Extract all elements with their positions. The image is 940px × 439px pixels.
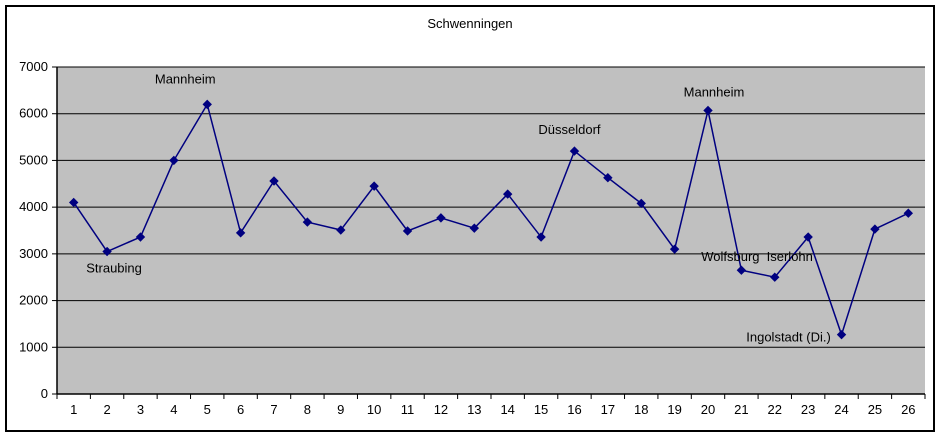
data-point-marker — [502, 189, 513, 199]
x-axis-label: 13 — [467, 402, 481, 417]
y-axis-label: 1000 — [19, 339, 48, 354]
data-point-marker — [636, 198, 646, 209]
x-axis-label: 2 — [103, 402, 110, 417]
data-point-annotation: Iserlohn — [767, 249, 813, 264]
x-axis-label: 6 — [237, 402, 244, 417]
data-point-marker — [836, 329, 847, 340]
y-axis-label: 2000 — [19, 293, 48, 308]
data-point-annotation: Mannheim — [684, 84, 745, 99]
y-axis-label: 3000 — [19, 246, 48, 261]
data-point-marker — [469, 223, 480, 233]
x-axis-label: 20 — [701, 402, 715, 417]
data-point-marker — [703, 105, 713, 116]
data-point-marker — [135, 232, 146, 242]
data-point-annotation: Wolfsburg — [701, 249, 759, 264]
x-axis-label: 8 — [304, 402, 311, 417]
x-axis-label: 17 — [601, 402, 615, 417]
x-axis-label: 24 — [834, 402, 848, 417]
x-axis-label: 22 — [768, 402, 782, 417]
data-point-marker — [536, 232, 546, 242]
x-axis-label: 3 — [137, 402, 144, 417]
x-axis-label: 26 — [901, 402, 915, 417]
data-point-marker — [436, 213, 446, 223]
y-axis-label: 5000 — [19, 152, 48, 167]
x-axis-label: 7 — [270, 402, 277, 417]
data-point-annotation: Mannheim — [155, 71, 216, 86]
plot-area — [57, 67, 925, 394]
x-axis-label: 15 — [534, 402, 548, 417]
series-line — [73, 102, 909, 338]
data-point-marker — [870, 224, 880, 234]
data-point-marker — [603, 173, 613, 183]
chart-title: Schwenningen — [427, 16, 513, 31]
data-point-marker — [68, 197, 79, 208]
data-point-marker — [336, 225, 346, 235]
x-axis-label: 5 — [204, 402, 211, 417]
data-point-marker — [169, 155, 179, 166]
x-axis-label: 12 — [434, 402, 448, 417]
x-axis-label: 1 — [70, 402, 77, 417]
y-axis-label: 4000 — [19, 199, 48, 214]
data-point-marker — [202, 99, 212, 110]
data-point-marker — [669, 244, 680, 254]
y-axis-label: 7000 — [19, 59, 48, 74]
x-axis-label: 21 — [734, 402, 748, 417]
x-axis-label: 10 — [367, 402, 381, 417]
x-axis-label: 16 — [567, 402, 581, 417]
data-point-annotation: Ingolstadt (Di.) — [746, 330, 831, 345]
data-point-annotation: Düsseldorf — [538, 122, 601, 137]
data-point-marker — [269, 176, 279, 186]
data-point-marker — [903, 208, 914, 218]
x-axis-label: 25 — [868, 402, 882, 417]
data-point-marker — [770, 272, 780, 282]
data-point-marker — [369, 181, 379, 191]
data-point-marker — [402, 226, 413, 236]
data-point-marker — [302, 217, 313, 227]
data-point-marker — [569, 146, 580, 156]
x-axis-label: 14 — [500, 402, 514, 417]
data-point-marker — [803, 232, 813, 242]
y-axis-label: 0 — [41, 386, 48, 401]
x-axis-label: 18 — [634, 402, 648, 417]
data-point-marker — [736, 265, 747, 275]
data-point-annotation: Straubing — [86, 261, 142, 276]
x-axis-label: 4 — [170, 402, 177, 417]
data-point-marker — [102, 246, 112, 257]
y-axis-label: 6000 — [19, 106, 48, 121]
data-point-marker — [235, 228, 246, 238]
x-axis-label: 11 — [401, 402, 415, 417]
x-axis-label: 23 — [801, 402, 815, 417]
x-axis-label: 19 — [667, 402, 681, 417]
x-axis-label: 9 — [337, 402, 344, 417]
